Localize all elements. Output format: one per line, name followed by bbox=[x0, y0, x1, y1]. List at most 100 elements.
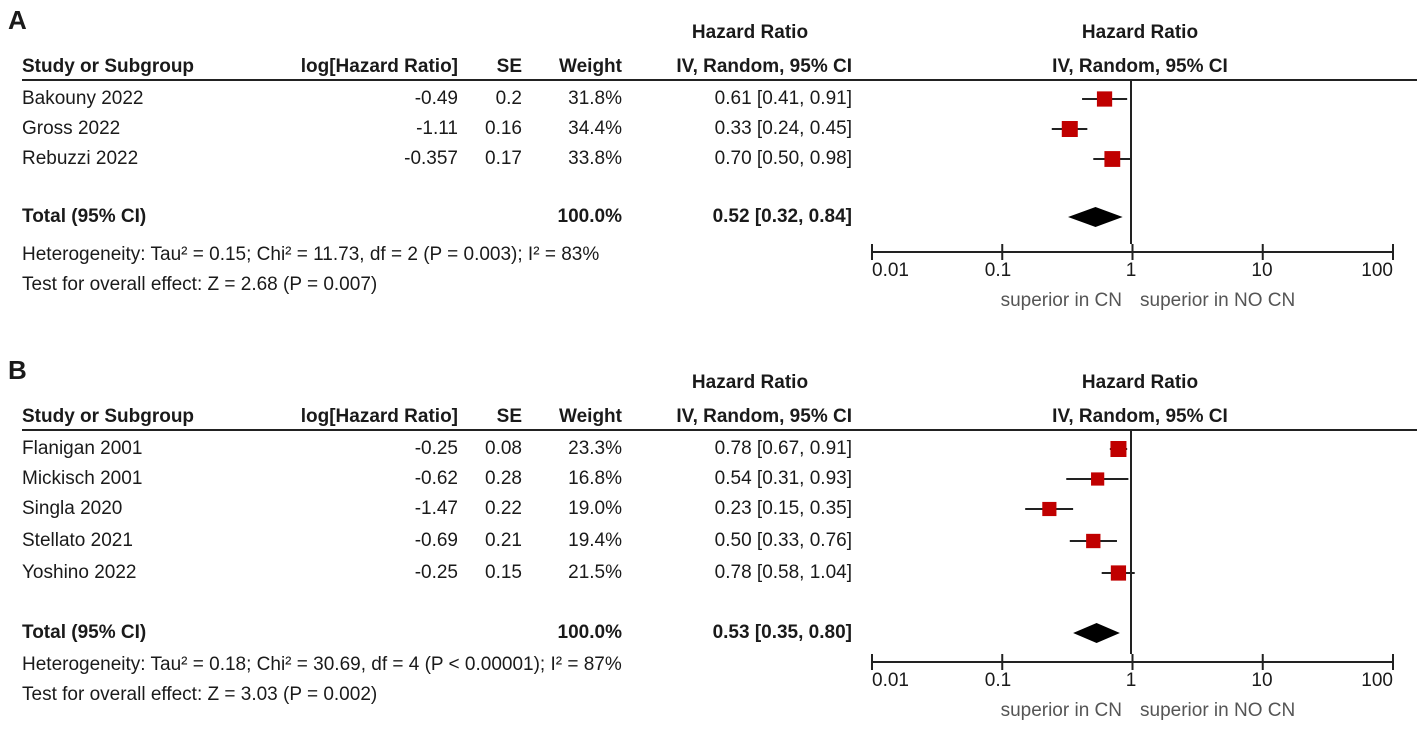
study-name: Mickisch 2001 bbox=[22, 468, 143, 489]
pooled-diamond bbox=[1073, 623, 1120, 643]
ci-value: 0.54 [0.31, 0.93] bbox=[714, 468, 852, 489]
overall-effect-text: Test for overall effect: Z = 3.03 (P = 0… bbox=[22, 684, 378, 705]
loghr-value: -0.25 bbox=[414, 438, 458, 459]
point-estimate-square bbox=[1061, 121, 1078, 137]
loghr-value: -0.69 bbox=[414, 530, 458, 551]
tick-label-100: 100 bbox=[1361, 670, 1393, 691]
point-estimate-square bbox=[1042, 501, 1057, 517]
total-label: Total (95% CI) bbox=[22, 622, 147, 643]
heterogeneity-text: Heterogeneity: Tau² = 0.18; Chi² = 30.69… bbox=[22, 654, 622, 675]
study-column-header: Study or Subgroup bbox=[22, 56, 195, 77]
header-rule bbox=[22, 79, 1417, 81]
ci-column-header: IV, Random, 95% CI bbox=[676, 406, 852, 427]
weight-value: 31.8% bbox=[568, 88, 622, 109]
favours-right-label: superior in NO CN bbox=[1140, 290, 1295, 311]
tick-label-100: 100 bbox=[1361, 260, 1393, 281]
ci-value: 0.70 [0.50, 0.98] bbox=[714, 148, 852, 169]
panel-letter: A bbox=[8, 5, 27, 35]
study-marker bbox=[1051, 121, 1088, 137]
heterogeneity-text: Heterogeneity: Tau² = 0.15; Chi² = 11.73… bbox=[22, 244, 600, 265]
ci-value: 0.33 [0.24, 0.45] bbox=[714, 118, 852, 139]
plot-subtitle: IV, Random, 95% CI bbox=[1052, 56, 1228, 77]
study-name: Yoshino 2022 bbox=[22, 562, 137, 583]
weight-column-header: Weight bbox=[559, 56, 622, 77]
weight-value: 21.5% bbox=[568, 562, 622, 583]
se-value: 0.28 bbox=[485, 468, 522, 489]
total-ci: 0.53 [0.35, 0.80] bbox=[712, 622, 852, 643]
study-markers bbox=[1051, 91, 1132, 167]
weight-column-header: Weight bbox=[559, 406, 622, 427]
panel-letter: B bbox=[8, 355, 27, 385]
plot-title: Hazard Ratio bbox=[1081, 372, 1199, 393]
study-name: Gross 2022 bbox=[22, 118, 121, 139]
total-label: Total (95% CI) bbox=[22, 206, 147, 227]
study-marker bbox=[1069, 533, 1117, 549]
tick-label-0.1: 0.1 bbox=[985, 260, 1011, 281]
se-value: 0.17 bbox=[485, 148, 522, 169]
tick-label-0.01: 0.01 bbox=[872, 670, 909, 691]
study-marker bbox=[1066, 472, 1129, 486]
weight-value: 19.4% bbox=[568, 530, 622, 551]
weight-value: 33.8% bbox=[568, 148, 622, 169]
point-estimate-square bbox=[1110, 441, 1127, 457]
tick-label-1: 1 bbox=[1126, 670, 1137, 691]
point-estimate-square bbox=[1110, 565, 1127, 581]
point-estimate-square bbox=[1086, 533, 1101, 549]
loghr-value: -0.62 bbox=[414, 468, 458, 489]
point-estimate-square bbox=[1104, 151, 1121, 167]
se-value: 0.21 bbox=[485, 530, 522, 551]
se-value: 0.16 bbox=[485, 118, 522, 139]
forest-plot-panel-b: B Hazard Ratio Hazard Ratio Study or Sub… bbox=[0, 350, 1417, 721]
study-marker bbox=[1082, 91, 1128, 107]
ci-value: 0.50 [0.33, 0.76] bbox=[714, 530, 852, 551]
se-value: 0.2 bbox=[495, 88, 522, 109]
loghr-value: -1.11 bbox=[416, 118, 458, 139]
header-rule bbox=[22, 429, 1417, 431]
plot-title: Hazard Ratio bbox=[1081, 22, 1199, 43]
tick-label-10: 10 bbox=[1251, 670, 1272, 691]
loghr-value: -0.25 bbox=[414, 562, 458, 583]
pooled-diamond bbox=[1068, 207, 1123, 227]
weight-value: 16.8% bbox=[568, 468, 622, 489]
study-markers bbox=[1025, 441, 1135, 581]
favours-left-label: superior in CN bbox=[1001, 700, 1122, 721]
study-name: Flanigan 2001 bbox=[22, 438, 143, 459]
point-estimate-square bbox=[1091, 472, 1105, 486]
forest-plot-a: 0.01 0.1 1 10 100 superior in CN superio… bbox=[871, 79, 1394, 311]
tick-label-0.01: 0.01 bbox=[872, 260, 909, 281]
study-name: Singla 2020 bbox=[22, 498, 123, 519]
study-column-header: Study or Subgroup bbox=[22, 406, 195, 427]
favours-left-label: superior in CN bbox=[1001, 290, 1122, 311]
total-weight: 100.0% bbox=[557, 622, 622, 643]
hazard-ratio-column-title: Hazard Ratio bbox=[691, 372, 809, 393]
favours-right-label: superior in NO CN bbox=[1140, 700, 1295, 721]
plot-subtitle: IV, Random, 95% CI bbox=[1052, 406, 1228, 427]
total-ci: 0.52 [0.32, 0.84] bbox=[712, 206, 852, 227]
se-value: 0.08 bbox=[485, 438, 522, 459]
study-marker bbox=[1093, 151, 1132, 167]
hazard-ratio-column-title: Hazard Ratio bbox=[691, 22, 809, 43]
forest-plot-b: 0.01 0.1 1 10 100 superior in CN superio… bbox=[871, 429, 1394, 721]
se-value: 0.15 bbox=[485, 562, 522, 583]
study-name: Rebuzzi 2022 bbox=[22, 148, 139, 169]
study-marker bbox=[1025, 501, 1074, 517]
se-column-header: SE bbox=[496, 56, 522, 77]
weight-value: 34.4% bbox=[568, 118, 622, 139]
study-name: Stellato 2021 bbox=[22, 530, 133, 551]
weight-value: 19.0% bbox=[568, 498, 622, 519]
ci-column-header: IV, Random, 95% CI bbox=[676, 56, 852, 77]
point-estimate-square bbox=[1096, 91, 1113, 107]
study-marker bbox=[1101, 565, 1135, 581]
loghr-value: -0.357 bbox=[404, 148, 458, 169]
loghr-value: -0.49 bbox=[414, 88, 458, 109]
forest-plot-panel-a: A Hazard Ratio Hazard Ratio Study or Sub… bbox=[0, 0, 1417, 350]
tick-label-0.1: 0.1 bbox=[985, 670, 1011, 691]
ci-value: 0.61 [0.41, 0.91] bbox=[714, 88, 852, 109]
loghr-column-header: log[Hazard Ratio] bbox=[300, 56, 458, 77]
weight-value: 23.3% bbox=[568, 438, 622, 459]
ci-value: 0.23 [0.15, 0.35] bbox=[714, 498, 852, 519]
ci-value: 0.78 [0.67, 0.91] bbox=[714, 438, 852, 459]
tick-label-10: 10 bbox=[1251, 260, 1272, 281]
axis-ticks bbox=[871, 654, 1394, 670]
loghr-value: -1.47 bbox=[414, 498, 458, 519]
